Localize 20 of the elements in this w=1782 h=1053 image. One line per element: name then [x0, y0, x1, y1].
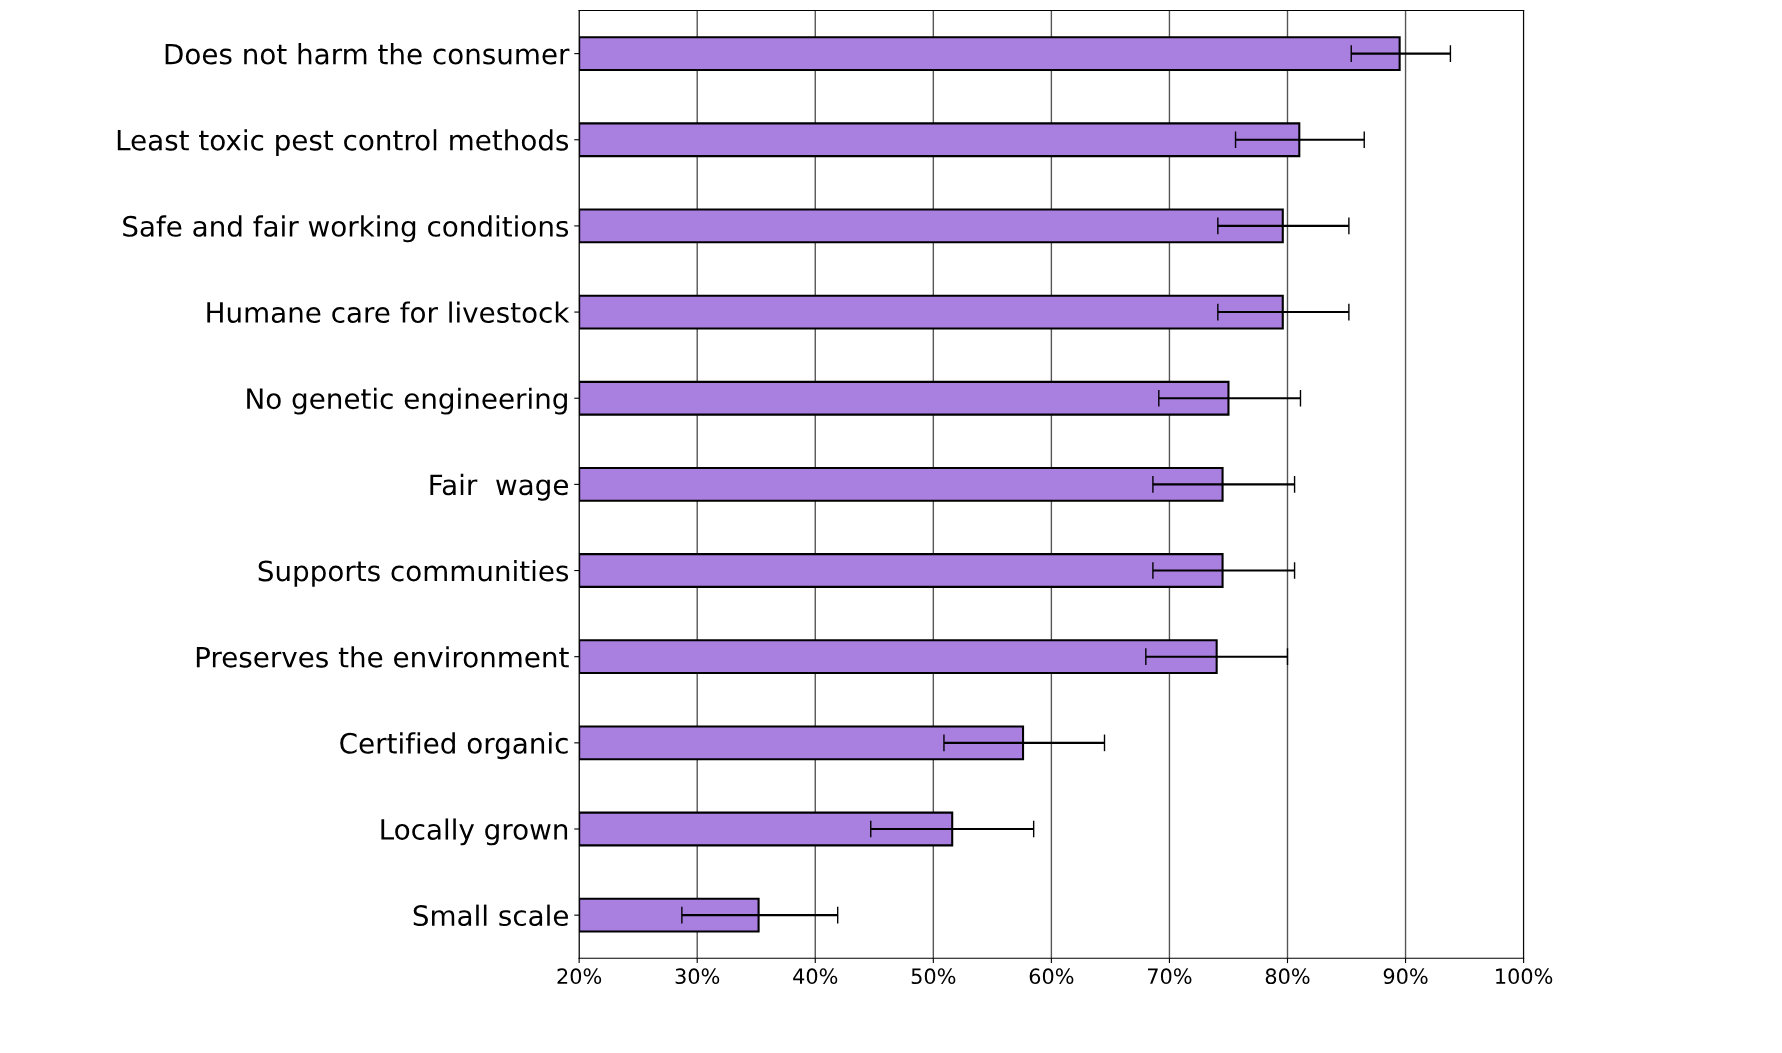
y-tick-label: Preserves the environment — [196, 646, 569, 668]
x-tick-label: 100% — [1496, 968, 1553, 985]
x-tick-label: 90% — [1383, 968, 1428, 985]
y-tick-label: Locally grown — [381, 818, 568, 846]
y-tick-label: Small scale — [413, 904, 568, 927]
x-tick-label: 70% — [1147, 968, 1192, 985]
y-tick-label: Does not harm the consumer — [165, 43, 570, 65]
y-tick-label: Fair wage — [430, 473, 568, 501]
y-tick-label: Least toxic pest control methods — [117, 129, 569, 157]
x-tick-label: 80% — [1265, 968, 1310, 985]
y-tick-label: Certified organic — [340, 732, 568, 760]
y-tick-label: Humane care for livestock — [207, 301, 570, 324]
x-tick-label: 60% — [1029, 968, 1074, 985]
x-tick-label: 40% — [793, 968, 838, 985]
y-tick-label: No genetic engineering — [247, 387, 567, 415]
x-tick-label: 30% — [675, 968, 720, 985]
y-tick-label: Supports communities — [258, 559, 569, 587]
x-tick-label: 20% — [557, 968, 602, 985]
x-tick-label: 50% — [911, 968, 956, 985]
y-tick-label: Safe and fair working conditions — [123, 215, 569, 243]
